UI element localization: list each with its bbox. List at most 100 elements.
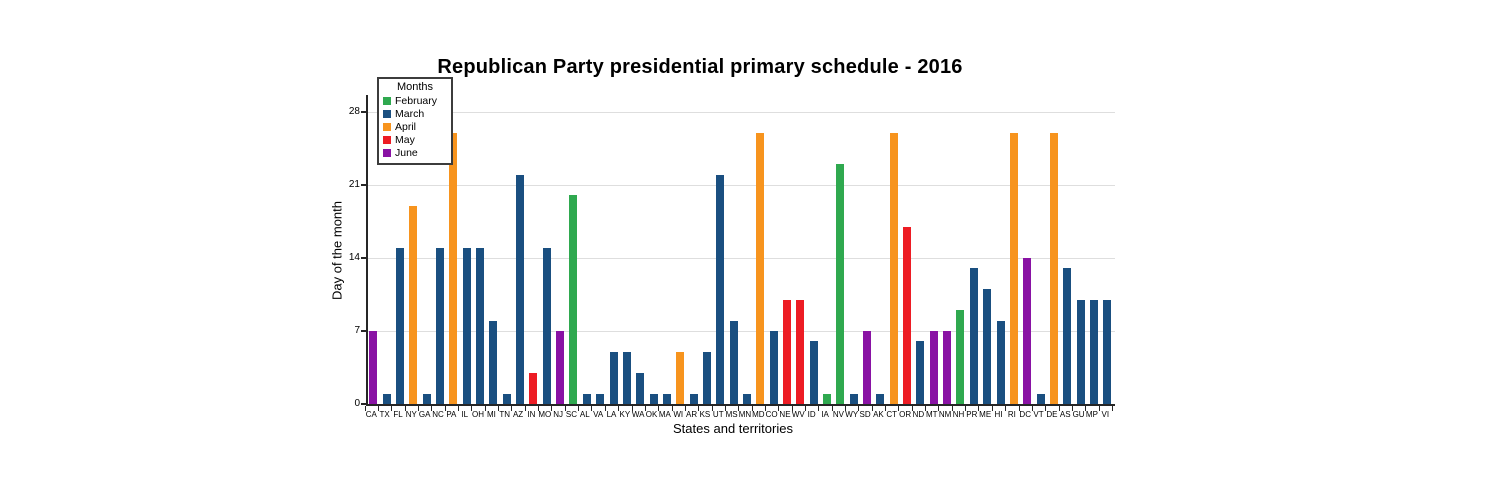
- x-tick-mark: [551, 406, 553, 411]
- x-tick-mark: [1005, 406, 1007, 411]
- bar-MN: [742, 393, 751, 404]
- bar-HI: [996, 320, 1005, 404]
- y-tick-label-7: 7: [354, 325, 360, 336]
- x-tick-mark: [911, 406, 913, 411]
- bar-WV: [796, 299, 805, 404]
- x-tick-label-MP: MP: [1085, 410, 1098, 419]
- x-tick-mark: [431, 406, 433, 411]
- bar-NE: [782, 299, 791, 404]
- bar-TX: [382, 393, 391, 404]
- legend-rows: February March April May June: [383, 94, 447, 159]
- x-tick-mark: [1098, 406, 1100, 411]
- legend-swatch-icon: [383, 135, 391, 144]
- x-tick-label-NJ: NJ: [553, 410, 564, 419]
- x-tick-mark: [991, 406, 993, 411]
- x-tick-label-AL: AL: [579, 410, 590, 419]
- bar-ID: [809, 341, 818, 404]
- bar-GA: [422, 393, 431, 404]
- x-tick-label-WY: WY: [845, 410, 859, 419]
- x-tick-label-OH: OH: [472, 410, 485, 419]
- bar-NV: [836, 164, 845, 404]
- x-tick-mark: [684, 406, 686, 411]
- x-tick-label-LA: LA: [606, 410, 617, 419]
- x-tick-label-DE: DE: [1046, 410, 1058, 419]
- x-tick-label-MA: MA: [658, 410, 671, 419]
- x-tick-mark: [978, 406, 980, 411]
- x-tick-label-VT: VT: [1033, 410, 1044, 419]
- bar-AL: [582, 393, 591, 404]
- bar-WY: [849, 393, 858, 404]
- bar-WA: [636, 372, 645, 404]
- x-tick-mark: [711, 406, 713, 411]
- bar-NC: [436, 247, 445, 404]
- legend-item-april: April: [383, 120, 447, 133]
- x-tick-label-GA: GA: [418, 410, 431, 419]
- bar-ND: [916, 341, 925, 404]
- x-tick-label-PA: PA: [446, 410, 457, 419]
- x-tick-mark: [1111, 406, 1113, 411]
- x-tick-label-VI: VI: [1101, 410, 1110, 419]
- y-tick-label-28: 28: [348, 106, 360, 117]
- x-tick-mark: [845, 406, 847, 411]
- x-tick-label-NC: NC: [432, 410, 444, 419]
- x-tick-mark: [418, 406, 419, 411]
- x-tick-label-TN: TN: [499, 410, 511, 419]
- x-tick-label-WV: WV: [791, 410, 805, 419]
- bar-CT: [889, 132, 898, 404]
- y-tick-mark: [361, 257, 366, 259]
- x-tick-mark: [925, 406, 927, 411]
- bar-AS: [1063, 268, 1072, 404]
- x-tick-mark: [1058, 406, 1060, 411]
- bar-RI: [1009, 132, 1018, 404]
- bar-OH: [476, 247, 485, 404]
- x-tick-label-ID: ID: [807, 410, 816, 419]
- bar-MD: [756, 132, 765, 404]
- bar-AK: [876, 393, 885, 404]
- bar-MT: [929, 331, 938, 404]
- x-tick-mark: [724, 406, 726, 411]
- x-tick-label-ND: ND: [912, 410, 925, 419]
- bar-IN: [529, 372, 538, 404]
- x-tick-label-CA: CA: [365, 410, 377, 419]
- x-tick-mark: [364, 406, 366, 411]
- bar-GU: [1076, 299, 1085, 404]
- x-tick-label-IL: IL: [461, 410, 469, 419]
- x-tick-mark: [1071, 406, 1073, 411]
- x-tick-label-UT: UT: [712, 410, 724, 419]
- x-tick-label-SC: SC: [565, 410, 578, 419]
- y-tick-mark: [361, 111, 366, 113]
- x-tick-mark: [564, 406, 566, 411]
- x-tick-label-MS: MS: [725, 410, 738, 419]
- gridline-y7: [368, 331, 1115, 332]
- bar-IA: [823, 393, 832, 404]
- legend-swatch-icon: [383, 109, 391, 118]
- x-tick-label-FL: FL: [393, 410, 403, 419]
- bar-IL: [462, 247, 471, 404]
- x-tick-mark: [538, 406, 540, 411]
- x-tick-mark: [831, 406, 833, 411]
- x-tick-mark: [377, 406, 379, 411]
- x-tick-label-WA: WA: [631, 410, 645, 419]
- plot-area: [366, 95, 1115, 406]
- x-tick-label-CO: CO: [765, 410, 778, 419]
- x-tick-label-NE: NE: [779, 410, 791, 419]
- x-tick-mark: [778, 406, 780, 411]
- x-tick-label-CT: CT: [886, 410, 898, 419]
- legend-item-march: March: [383, 107, 447, 120]
- x-tick-label-SD: SD: [859, 410, 871, 419]
- x-tick-label-AZ: AZ: [512, 410, 524, 419]
- bar-CA: [369, 331, 378, 404]
- x-tick-mark: [885, 406, 887, 411]
- x-tick-label-NM: NM: [938, 410, 952, 419]
- legend-swatch-icon: [383, 96, 391, 105]
- bar-NH: [956, 310, 965, 404]
- x-tick-label-AK: AK: [873, 410, 884, 419]
- x-tick-mark: [391, 406, 393, 411]
- bar-NY: [409, 205, 418, 404]
- bar-OR: [903, 226, 912, 404]
- x-axis-title: States and territories: [673, 421, 793, 436]
- legend-item-june: June: [383, 146, 447, 159]
- x-tick-mark: [484, 406, 486, 411]
- x-tick-label-NY: NY: [405, 410, 417, 419]
